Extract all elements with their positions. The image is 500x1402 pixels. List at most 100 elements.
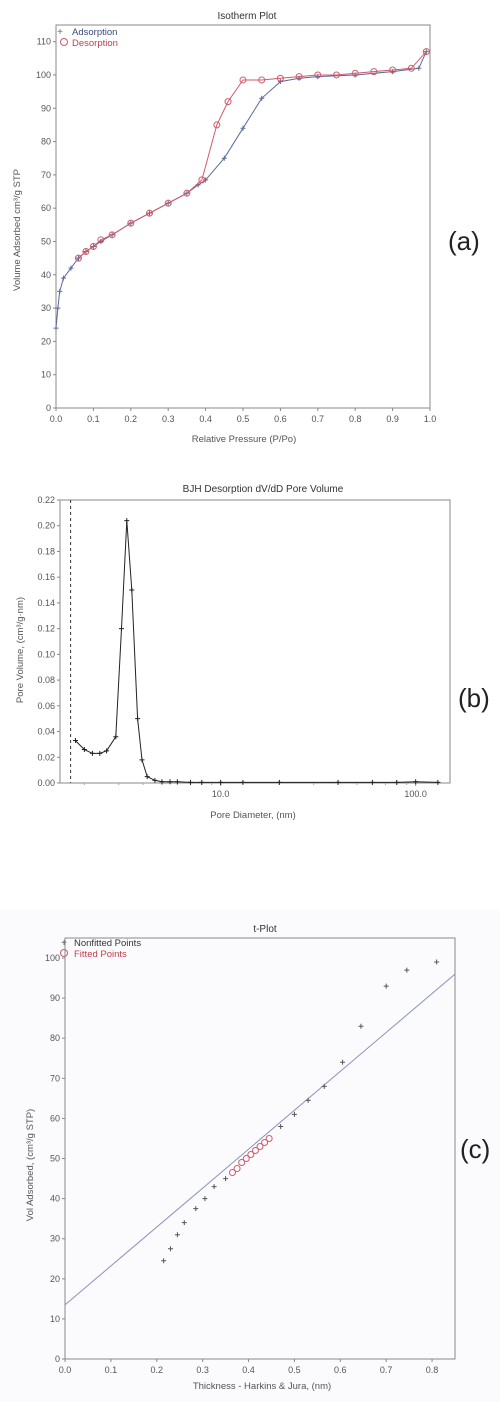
data-point bbox=[183, 189, 191, 197]
x-tick-label: 0.6 bbox=[334, 1365, 347, 1375]
data-point bbox=[256, 1142, 264, 1150]
data-point bbox=[97, 750, 103, 756]
data-point bbox=[247, 1151, 255, 1159]
series-line bbox=[75, 520, 438, 783]
y-tick-label: 0.16 bbox=[37, 572, 55, 582]
data-point bbox=[74, 254, 82, 262]
panel-label-c: (c) bbox=[460, 1134, 490, 1164]
data-point bbox=[55, 305, 61, 311]
data-point bbox=[198, 176, 206, 184]
chart-title: t-Plot bbox=[253, 924, 277, 935]
legend-marker-fitted bbox=[60, 949, 68, 957]
y-tick-label: 0.00 bbox=[37, 778, 55, 788]
data-point bbox=[113, 734, 119, 740]
data-point bbox=[335, 779, 341, 785]
data-point bbox=[144, 774, 150, 780]
data-point bbox=[223, 1176, 229, 1182]
x-tick-label: 1.0 bbox=[424, 414, 437, 424]
data-point bbox=[240, 779, 246, 785]
legend: + Nonfitted Points Fitted Points bbox=[60, 938, 141, 960]
legend-marker-adsorption: + bbox=[57, 27, 63, 38]
series-line bbox=[78, 51, 427, 259]
x-axis-title: Thickness - Harkins & Jura, (nm) bbox=[193, 1381, 331, 1392]
x-tick-label: 0.8 bbox=[349, 414, 362, 424]
y-tick-label: 0.20 bbox=[37, 521, 55, 531]
x-tick-label: 0.2 bbox=[125, 414, 138, 424]
legend-label-fitted: Fitted Points bbox=[74, 949, 127, 960]
y-tick-label: 0.04 bbox=[37, 727, 55, 737]
x-tick-label: 0.3 bbox=[162, 414, 175, 424]
data-point bbox=[291, 1111, 297, 1117]
data-point bbox=[167, 779, 173, 785]
tplot-chart: t-Plot + Nonfitted Points Fitted Points … bbox=[25, 924, 490, 1392]
y-tick-label: 20 bbox=[50, 1274, 60, 1284]
data-point bbox=[164, 199, 172, 207]
y-tick-label: 70 bbox=[41, 170, 51, 180]
data-point bbox=[213, 121, 221, 129]
data-point bbox=[351, 69, 359, 77]
y-tick-label: 70 bbox=[50, 1073, 60, 1083]
bjh-panel: BJH Desorption dV/dD Pore Volume Pore Di… bbox=[0, 470, 500, 910]
x-tick-label: 0.9 bbox=[386, 414, 399, 424]
data-point bbox=[413, 779, 419, 785]
legend-label-adsorption: Adsorption bbox=[72, 27, 117, 38]
data-point bbox=[394, 779, 400, 785]
data-point bbox=[152, 777, 158, 783]
x-tick-label: 0.2 bbox=[151, 1365, 164, 1375]
y-tick-label: 30 bbox=[41, 303, 51, 313]
y-tick-label: 0.02 bbox=[37, 752, 55, 762]
y-tick-label: 0.22 bbox=[37, 495, 55, 505]
data-point bbox=[53, 325, 59, 331]
data-point bbox=[221, 155, 227, 161]
data-point bbox=[199, 779, 205, 785]
y-tick-label: 0.06 bbox=[37, 701, 55, 711]
x-tick-label: 0.4 bbox=[199, 414, 212, 424]
data-point bbox=[211, 1184, 217, 1190]
data-point bbox=[218, 779, 224, 785]
y-tick-label: 100 bbox=[45, 953, 60, 963]
data-point bbox=[89, 750, 95, 756]
data-point bbox=[314, 71, 322, 79]
y-tick-label: 60 bbox=[41, 203, 51, 213]
data-point bbox=[108, 231, 116, 239]
y-tick-label: 0.14 bbox=[37, 598, 55, 608]
data-point bbox=[118, 626, 124, 632]
tplot-panel: t-Plot + Nonfitted Points Fitted Points … bbox=[0, 910, 500, 1402]
data-point bbox=[416, 65, 422, 71]
data-point bbox=[146, 209, 153, 217]
data-point bbox=[278, 1123, 284, 1129]
data-point bbox=[124, 518, 130, 524]
data-point bbox=[81, 747, 87, 753]
x-tick-label: 0.8 bbox=[426, 1365, 439, 1375]
data-point bbox=[276, 779, 282, 785]
x-tick-label: 0.5 bbox=[288, 1365, 301, 1375]
y-tick-label: 0.18 bbox=[37, 546, 55, 556]
data-point bbox=[89, 242, 97, 250]
y-tick-label: 0.10 bbox=[37, 649, 55, 659]
x-tick-label: 0.6 bbox=[274, 414, 287, 424]
data-point bbox=[60, 275, 66, 281]
y-tick-label: 40 bbox=[41, 270, 51, 280]
data-point bbox=[174, 1232, 180, 1238]
data-point bbox=[383, 983, 389, 989]
data-point bbox=[82, 247, 90, 255]
plot-frame bbox=[59, 499, 451, 784]
x-tick-label: 0.1 bbox=[105, 1365, 118, 1375]
data-point bbox=[104, 748, 110, 754]
x-tick-label: 0.4 bbox=[242, 1365, 255, 1375]
y-tick-label: 110 bbox=[37, 37, 51, 47]
y-axis-title: Pore Volume, (cm³/g·nm) bbox=[15, 597, 26, 703]
y-tick-label: 50 bbox=[50, 1154, 60, 1164]
data-point bbox=[370, 68, 378, 76]
plot-frame bbox=[64, 937, 456, 1360]
data-point bbox=[203, 177, 209, 183]
data-point bbox=[435, 779, 441, 785]
data-point bbox=[276, 74, 284, 82]
x-tick-label: 0.3 bbox=[196, 1365, 209, 1375]
data-point bbox=[295, 73, 303, 81]
data-point bbox=[135, 716, 141, 722]
y-tick-label: 0 bbox=[55, 1354, 60, 1364]
data-point bbox=[139, 757, 145, 763]
data-point bbox=[251, 1147, 259, 1155]
y-tick-label: 80 bbox=[41, 137, 51, 147]
